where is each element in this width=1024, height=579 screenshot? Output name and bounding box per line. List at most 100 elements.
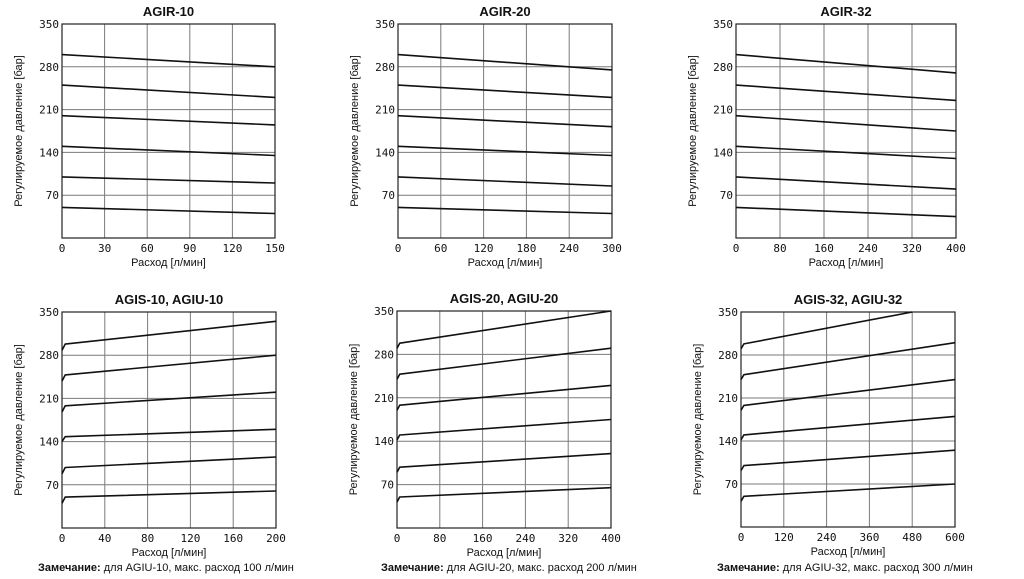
footnote-agiu-20: Замечание: для AGIU-20, макс. расход 200…: [381, 562, 637, 574]
y-tick-label: 210: [375, 104, 395, 117]
y-tick-label: 280: [374, 348, 394, 361]
chart-title: AGIR-32: [820, 4, 871, 19]
x-tick-label: 180: [516, 242, 536, 255]
chart-svg: AGIS-32, AGIU-32 70 140 210 280 350 0 120 240 360…: [692, 292, 965, 558]
series-line: [61, 145, 276, 157]
chart-title: AGIS-20, AGIU-20: [450, 291, 559, 306]
y-tick-label: 280: [713, 61, 733, 74]
series-line: [61, 206, 276, 215]
y-axis-label: Регулируемое давление [бар]: [348, 344, 360, 496]
x-tick-label: 240: [515, 532, 535, 545]
x-tick-label: 120: [180, 532, 200, 545]
series-line: [740, 311, 913, 350]
plot-frame: [397, 23, 613, 239]
chart-agis-10: AGIS-10, AGIU-10 70 140 210 280 350 0 40 80 120 16…: [0, 285, 340, 560]
series-line: [61, 114, 276, 126]
y-axis-label: Регулируемое давление [бар]: [13, 55, 25, 207]
y-tick-label: 280: [39, 349, 59, 362]
chart-title: AGIS-10, AGIU-10: [115, 292, 224, 307]
x-axis-label: Расход [л/мин]: [809, 257, 884, 269]
y-axis-label: Регулируемое давление [бар]: [692, 344, 704, 496]
series-line: [61, 490, 277, 504]
series-line: [397, 114, 613, 128]
y-tick-label: 210: [39, 104, 59, 117]
series-line: [61, 176, 276, 184]
plot-frame: [61, 23, 276, 239]
x-axis-label: Расход [л/мин]: [468, 257, 543, 269]
series-line: [396, 452, 612, 473]
y-tick-label: 210: [718, 392, 738, 405]
x-tick-label: 80: [141, 532, 154, 545]
y-tick-label: 280: [718, 349, 738, 362]
x-tick-label: 60: [434, 242, 447, 255]
series-line: [397, 206, 613, 215]
y-tick-label: 350: [713, 18, 733, 31]
x-tick-label: 400: [601, 532, 621, 545]
x-tick-label: 0: [59, 532, 66, 545]
series-line: [396, 310, 612, 349]
x-tick-label: 480: [902, 531, 922, 544]
series-line: [397, 53, 613, 71]
y-tick-label: 70: [382, 189, 395, 202]
series-line: [61, 53, 276, 68]
x-tick-label: 80: [433, 532, 446, 545]
y-tick-label: 210: [713, 104, 733, 117]
x-tick-label: 30: [98, 242, 111, 255]
x-tick-label: 240: [559, 242, 579, 255]
footnote-text: для AGIU-32, макс. расход 300 л/мин: [779, 562, 973, 574]
x-tick-label: 600: [945, 531, 965, 544]
x-tick-label: 80: [773, 242, 786, 255]
series-line: [740, 449, 956, 471]
x-tick-label: 0: [738, 531, 745, 544]
x-axis-label: Расход [л/мин]: [811, 546, 886, 558]
series-line: [396, 384, 612, 411]
series-line: [735, 176, 957, 190]
x-tick-label: 160: [814, 242, 834, 255]
x-tick-label: 120: [222, 242, 242, 255]
x-tick-label: 0: [733, 242, 740, 255]
x-tick-label: 120: [774, 531, 794, 544]
y-tick-label: 140: [374, 435, 394, 448]
y-tick-label: 70: [725, 478, 738, 491]
x-tick-label: 160: [223, 532, 243, 545]
footnote-text: для AGIU-20, макс. расход 200 л/мин: [443, 562, 637, 574]
footnote-text: для AGIU-10, макс. расход 100 л/мин: [100, 562, 294, 574]
chart-svg: AGIS-10, AGIU-10 70 140 210 280 350 0 40 80 120 16…: [13, 292, 286, 559]
x-tick-label: 240: [817, 531, 837, 544]
series-line: [396, 486, 612, 503]
series-line: [61, 84, 276, 99]
footnote-label: Замечание:: [381, 562, 444, 574]
chart-title: AGIR-10: [143, 4, 194, 19]
x-tick-label: 150: [265, 242, 285, 255]
series-line: [735, 84, 957, 102]
series-line: [735, 53, 957, 74]
y-axis-label: Регулируемое давление [бар]: [349, 55, 361, 207]
y-tick-label: 280: [39, 61, 59, 74]
plot-frame: [740, 311, 956, 528]
x-tick-label: 120: [474, 242, 494, 255]
x-tick-label: 200: [266, 532, 286, 545]
x-tick-label: 40: [98, 532, 111, 545]
y-tick-label: 350: [718, 306, 738, 319]
series-line: [735, 145, 957, 160]
x-tick-label: 90: [183, 242, 196, 255]
y-tick-label: 70: [46, 479, 59, 492]
chart-agis-20: AGIS-20, AGIU-20 70 140 210 280 350 0 80 160 240 3…: [341, 285, 681, 560]
series-line: [740, 415, 956, 441]
y-tick-label: 70: [46, 189, 59, 202]
x-axis-label: Расход [л/мин]: [131, 257, 206, 269]
series-line: [61, 354, 277, 382]
series-line: [740, 341, 956, 381]
y-tick-label: 140: [718, 435, 738, 448]
series-line: [735, 114, 957, 132]
series-line: [61, 391, 277, 413]
series-line: [61, 456, 277, 475]
chart-svg: AGIR-10 70 140 210 280 350 0 30 60 90 120 150 Расход…: [13, 4, 285, 269]
y-tick-label: 350: [375, 18, 395, 31]
y-tick-label: 350: [374, 305, 394, 318]
x-tick-label: 320: [558, 532, 578, 545]
series-line: [396, 418, 612, 441]
chart-agir-20: AGIR-20 70 140 210 280 350 0 60 120 180 240 300 Расх…: [341, 0, 681, 285]
chart-svg: AGIR-20 70 140 210 280 350 0 60 120 180 240 300 Расх…: [349, 4, 622, 269]
y-tick-label: 350: [39, 306, 59, 319]
